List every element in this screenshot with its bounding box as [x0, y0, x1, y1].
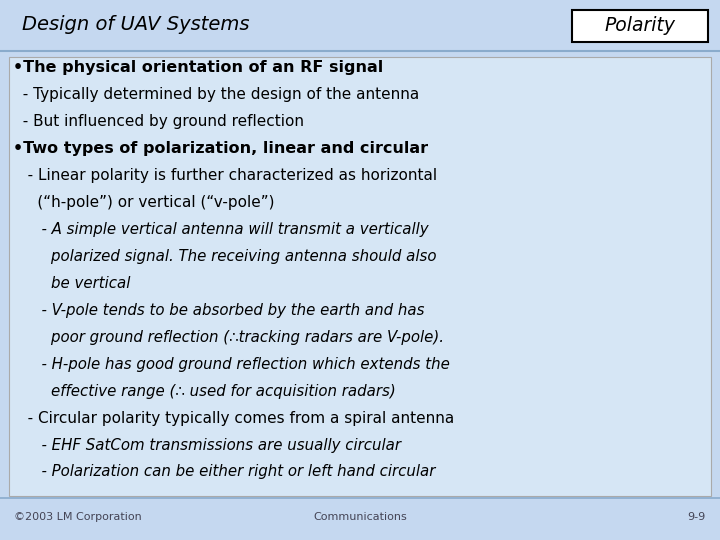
Text: (“h-pole”) or vertical (“v-pole”): (“h-pole”) or vertical (“v-pole”): [13, 195, 274, 210]
Text: ©2003 LM Corporation: ©2003 LM Corporation: [14, 512, 142, 522]
FancyBboxPatch shape: [9, 57, 711, 496]
Text: be vertical: be vertical: [13, 276, 130, 291]
Text: 9-9: 9-9: [688, 512, 706, 522]
Text: - EHF SatCom transmissions are usually circular: - EHF SatCom transmissions are usually c…: [13, 437, 401, 453]
Text: - Polarization can be either right or left hand circular: - Polarization can be either right or le…: [13, 464, 436, 480]
Text: poor ground reflection (∴tracking radars are V-pole).: poor ground reflection (∴tracking radars…: [13, 330, 444, 345]
Text: - H-pole has good ground reflection which extends the: - H-pole has good ground reflection whic…: [13, 357, 450, 372]
Text: Design of UAV Systems: Design of UAV Systems: [22, 15, 249, 34]
Text: - Linear polarity is further characterized as horizontal: - Linear polarity is further characteriz…: [13, 168, 437, 183]
Text: polarized signal. The receiving antenna should also: polarized signal. The receiving antenna …: [13, 249, 436, 264]
Text: •Two types of polarization, linear and circular: •Two types of polarization, linear and c…: [13, 141, 428, 156]
Text: - Circular polarity typically comes from a spiral antenna: - Circular polarity typically comes from…: [13, 410, 454, 426]
Text: Communications: Communications: [313, 512, 407, 522]
Text: - A simple vertical antenna will transmit a vertically: - A simple vertical antenna will transmi…: [13, 222, 428, 237]
Text: •The physical orientation of an RF signal: •The physical orientation of an RF signa…: [13, 60, 383, 76]
Text: - V-pole tends to be absorbed by the earth and has: - V-pole tends to be absorbed by the ear…: [13, 303, 425, 318]
FancyBboxPatch shape: [572, 10, 708, 42]
Text: effective range (∴ used for acquisition radars): effective range (∴ used for acquisition …: [13, 383, 396, 399]
Text: - Typically determined by the design of the antenna: - Typically determined by the design of …: [13, 87, 419, 103]
Text: - But influenced by ground reflection: - But influenced by ground reflection: [13, 114, 304, 130]
Text: Polarity: Polarity: [605, 16, 675, 36]
